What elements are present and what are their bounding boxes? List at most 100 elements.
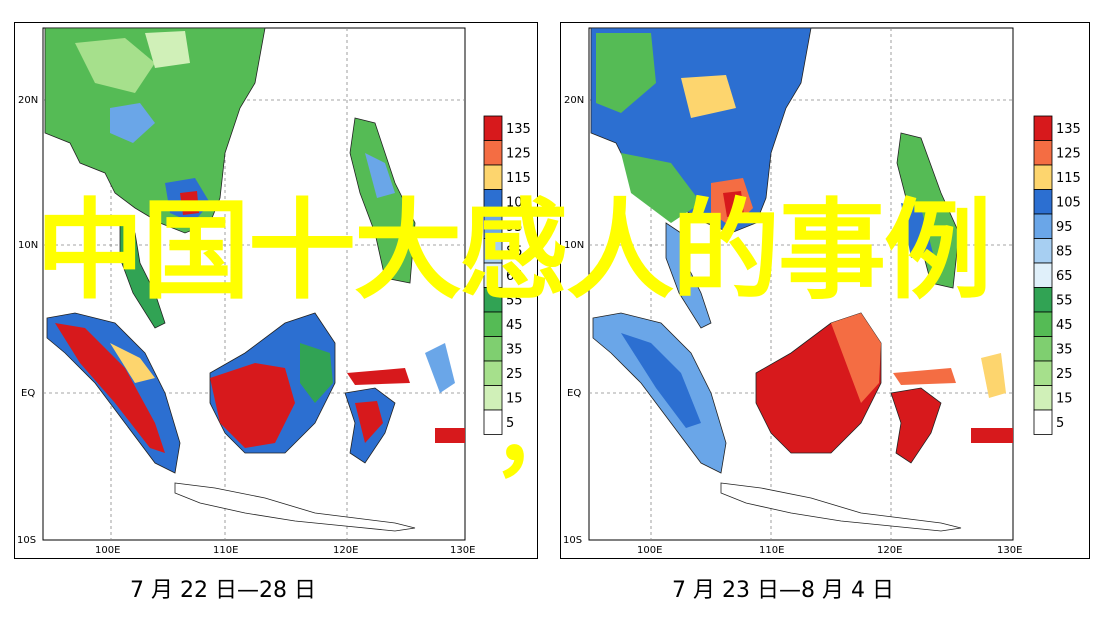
shade-yellow-1	[681, 75, 736, 118]
legend-swatch	[483, 189, 503, 215]
lon-label-100e: 100E	[637, 545, 662, 556]
legend-label: 5	[1056, 416, 1064, 431]
legend-swatch	[1033, 385, 1053, 411]
legend-label: 105	[506, 196, 531, 211]
legend-swatch	[1033, 213, 1053, 239]
legend-label: 115	[1056, 171, 1081, 186]
shade-blue-phil	[365, 153, 395, 198]
legend-label: 55	[506, 294, 523, 309]
shade-blue-sumatra	[621, 333, 701, 428]
lat-label-eq: EQ	[567, 388, 581, 399]
shade-blue-phil	[901, 203, 933, 258]
shade-red-sumatra	[55, 323, 165, 453]
legend-swatch	[1033, 115, 1053, 141]
legend-label: 35	[506, 343, 523, 358]
legend-label: 25	[1056, 367, 1073, 382]
legend-left: 135 125 115 105 95 85 65 55 45 35 25 15 5	[483, 115, 531, 435]
map-right: 20N 10N EQ 10S 100E 110E 120E 130E 135 12…	[563, 27, 1081, 556]
legend-label: 35	[1056, 343, 1073, 358]
legend-label: 25	[506, 367, 523, 382]
lat-label-20n: 20N	[18, 95, 38, 106]
legend-swatch	[1033, 262, 1053, 288]
legend-label: 135	[506, 122, 531, 137]
overlay-comma: ，	[492, 382, 585, 489]
lon-label-130e: 130E	[450, 545, 475, 556]
lon-label-110e: 110E	[759, 545, 784, 556]
shade-green-borneo	[300, 343, 333, 403]
land-malay	[665, 222, 712, 329]
shade-red-east	[971, 428, 1013, 443]
map-left: 20N 10N EQ 10S 100E 110E 120E 130E 135 12…	[17, 27, 531, 556]
legend-label: 15	[1056, 392, 1073, 407]
shade-yellow-east	[981, 353, 1006, 398]
legend-swatch	[483, 409, 503, 435]
land-malay	[119, 222, 166, 329]
legend-label: 45	[506, 318, 523, 333]
lat-label-10n: 10N	[564, 240, 584, 251]
legend-swatch	[483, 238, 503, 264]
land-java	[174, 482, 416, 532]
legend-swatch	[1033, 189, 1053, 215]
shade-red-east	[435, 428, 465, 443]
caption-left: 7 月 22 日—28 日	[130, 578, 316, 603]
legend-label: 95	[1056, 220, 1073, 235]
shade-north	[75, 38, 155, 93]
legend-label: 65	[1056, 269, 1073, 284]
legend-swatch	[483, 213, 503, 239]
legend-label: 55	[1056, 294, 1073, 309]
map-panel-right: 20N 10N EQ 10S 100E 110E 120E 130E 135 12…	[560, 22, 1090, 559]
caption-right: 7 月 23 日—8 月 4 日	[672, 578, 894, 603]
land-java	[720, 482, 962, 532]
land-sulawesi	[890, 387, 942, 464]
land-philippines	[349, 117, 416, 284]
legend-label: 105	[1056, 196, 1081, 211]
lat-label-10s: 10S	[17, 535, 36, 546]
legend-swatch	[1033, 311, 1053, 337]
legend-label: 135	[1056, 122, 1081, 137]
legend-swatch	[483, 287, 503, 313]
legend-label: 45	[1056, 318, 1073, 333]
lon-label-110e: 110E	[213, 545, 238, 556]
legend-swatch	[1033, 140, 1053, 166]
land-sumatra	[592, 312, 727, 474]
land-east-islands	[425, 343, 455, 393]
legend-swatch	[483, 164, 503, 190]
legend-swatch	[1033, 409, 1053, 435]
legend-swatch	[483, 311, 503, 337]
shade-yellow-sumatra	[110, 343, 155, 383]
shade-red-borneo	[210, 363, 295, 448]
lat-label-10s: 10S	[563, 535, 582, 546]
lon-label-120e: 120E	[877, 545, 902, 556]
lat-label-10n: 10N	[18, 240, 38, 251]
legend-label: 5	[506, 416, 514, 431]
legend-label: 95	[506, 220, 523, 235]
shade-orange-strip	[893, 368, 956, 385]
shade-red-sulawesi	[355, 401, 383, 443]
legend-swatch	[483, 336, 503, 362]
shade-green-north	[596, 33, 656, 113]
shade-orange-borneo	[831, 313, 881, 403]
legend-label: 85	[1056, 245, 1073, 260]
lon-label-130e: 130E	[997, 545, 1022, 556]
map-panel-left: 20N 10N EQ 10S 100E 110E 120E 130E 135 12…	[14, 22, 538, 559]
lat-label-eq: EQ	[21, 388, 35, 399]
lon-label-100e: 100E	[95, 545, 120, 556]
legend-label: 85	[506, 245, 523, 260]
legend-swatch	[483, 115, 503, 141]
shade-red-1	[723, 191, 744, 217]
legend-label: 115	[506, 171, 531, 186]
land-philippines	[896, 132, 960, 289]
legend-swatch	[1033, 287, 1053, 313]
shade-blue-1	[110, 103, 155, 143]
legend-swatch	[1033, 164, 1053, 190]
legend-label: 15	[506, 392, 523, 407]
legend-label: 125	[506, 147, 531, 162]
legend-swatch	[483, 262, 503, 288]
legend-label: 125	[1056, 147, 1081, 162]
lat-label-20n: 20N	[564, 95, 584, 106]
shade-green-2	[621, 153, 701, 223]
legend-swatch	[1033, 360, 1053, 386]
shade-red-strip	[347, 368, 410, 385]
shade-light-1	[145, 31, 190, 68]
lon-label-120e: 120E	[333, 545, 358, 556]
